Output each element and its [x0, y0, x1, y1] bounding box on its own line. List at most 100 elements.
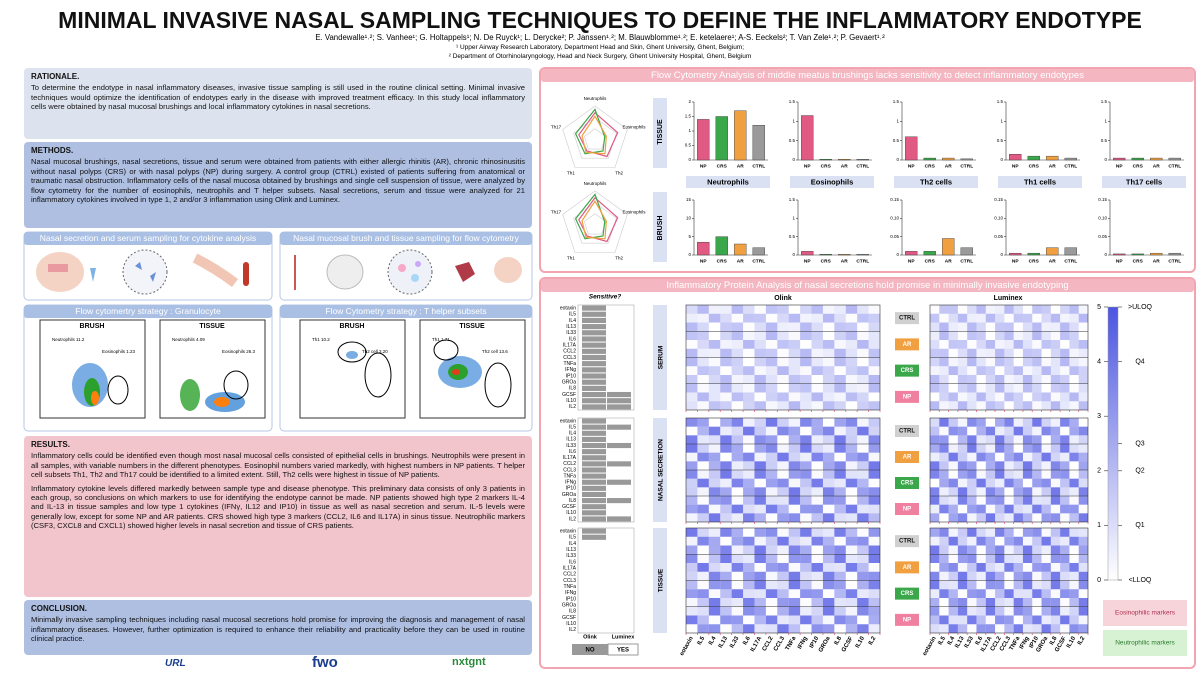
heatmap-cell	[967, 563, 977, 572]
heatmap-cell	[811, 615, 823, 625]
column-label: IL4	[708, 635, 718, 646]
heatmap-cell	[995, 598, 1005, 607]
heatmap-cell	[720, 606, 732, 616]
heatmap-cell	[857, 313, 869, 323]
heatmap-cell	[846, 487, 857, 496]
heatmap-cell	[868, 487, 880, 496]
row-label: TNFa	[564, 361, 577, 367]
heatmap-cell	[857, 616, 868, 625]
heatmap-cell	[1078, 580, 1088, 590]
heatmap-cell	[834, 401, 846, 410]
logo: fwo	[312, 654, 338, 671]
row-label: CCL3	[563, 467, 576, 473]
column-label: IL33	[729, 635, 741, 649]
table-cell	[582, 348, 606, 354]
heatmap-cell	[845, 513, 858, 522]
heatmap-cell	[708, 470, 721, 479]
heatmap-cell	[720, 478, 732, 488]
heatmap-cell	[823, 331, 834, 340]
group-label: AR	[903, 565, 912, 571]
heatmap-cell	[800, 427, 811, 436]
heatmap-cell	[754, 624, 766, 633]
heatmap-cell	[1050, 435, 1061, 444]
heatmap-cell	[777, 375, 788, 384]
gate-label: Th2 cell 3.20	[362, 349, 388, 354]
row-label: IL2	[569, 516, 576, 522]
heatmap-cell	[1060, 401, 1070, 410]
group-label: CTRL	[899, 316, 915, 322]
heatmap-cell	[1060, 606, 1070, 616]
colorbar	[1107, 306, 1119, 581]
heatmap-cell	[857, 571, 869, 581]
heatmap-cell	[765, 536, 778, 546]
heatmap-cell	[800, 331, 812, 340]
heatmap-cell	[800, 348, 812, 358]
heatmap-cell	[822, 496, 835, 505]
heatmap-cell	[731, 478, 744, 488]
heatmap-cell	[765, 366, 778, 375]
heatmap-cell	[1032, 470, 1042, 479]
table-cell	[582, 391, 606, 398]
heatmap-cell	[857, 401, 869, 410]
heatmap-cell	[1060, 340, 1069, 349]
heatmap-cell	[1032, 348, 1042, 358]
section-text: Minimally invasive sampling techniques i…	[31, 615, 525, 644]
heatmap-cell	[697, 461, 708, 470]
marker-label: Neutrophilic markers	[1115, 640, 1175, 647]
heatmap-cell	[976, 496, 985, 505]
heatmap-cell	[731, 528, 744, 537]
bar	[752, 247, 765, 256]
heatmap-cell	[1069, 546, 1078, 555]
heatmap-cell	[845, 426, 858, 436]
heatmap-cell	[1051, 563, 1060, 572]
heatmap-cell	[697, 392, 709, 402]
heatmap-cell	[1050, 418, 1061, 427]
heatmap-cell	[939, 401, 949, 410]
heatmap-cell	[788, 571, 801, 581]
heatmap-cell	[1069, 313, 1079, 323]
table-cell	[582, 418, 606, 424]
heatmap-cell	[1013, 487, 1023, 496]
heatmap-cell	[754, 545, 766, 555]
heatmap-cell	[697, 504, 709, 514]
heatmap-cell	[720, 418, 732, 427]
heatmap-cell	[939, 366, 949, 375]
heatmap-cell	[930, 313, 940, 323]
heatmap-cell	[822, 305, 835, 314]
heatmap-cell	[1060, 563, 1070, 572]
heatmap-cell	[948, 313, 958, 323]
heatmap-cell	[939, 383, 949, 393]
heatmap-cell	[765, 624, 778, 633]
heatmap-cell	[1050, 401, 1061, 410]
radar-axis-label: Th1	[567, 255, 575, 260]
heatmap-cell	[985, 554, 996, 563]
heatmap-cell	[930, 348, 940, 358]
group-label: CTRL	[899, 429, 915, 435]
heatmap-cell	[732, 581, 743, 590]
heatmap-cell	[1069, 470, 1078, 479]
heatmap-cell	[777, 528, 789, 537]
heatmap-cell	[967, 536, 977, 546]
heatmap-cell	[957, 580, 968, 590]
heatmap-cell	[939, 322, 949, 332]
heatmap-cell	[1004, 314, 1013, 323]
heatmap-cell	[857, 358, 868, 367]
table-cell	[607, 479, 631, 485]
heatmap-cell	[800, 375, 812, 384]
heatmap-cell	[1022, 401, 1033, 410]
table-cell	[582, 342, 606, 348]
heatmap-cell	[686, 348, 698, 358]
y-tick-label: 0.05	[1098, 234, 1107, 239]
heatmap-cell	[686, 418, 698, 427]
heatmap-cell	[967, 322, 977, 332]
heatmap-cell	[957, 470, 968, 479]
heatmap-cell	[834, 504, 846, 514]
heatmap-cell	[788, 598, 801, 607]
heatmap-cell	[1078, 487, 1088, 496]
heatmap-cell	[939, 504, 949, 514]
heatmap-cell	[800, 598, 811, 607]
heatmap-cell	[1041, 513, 1051, 522]
column-label: Olink	[583, 634, 598, 640]
heatmap-cell	[686, 478, 698, 488]
heatmap-cell	[845, 536, 858, 546]
